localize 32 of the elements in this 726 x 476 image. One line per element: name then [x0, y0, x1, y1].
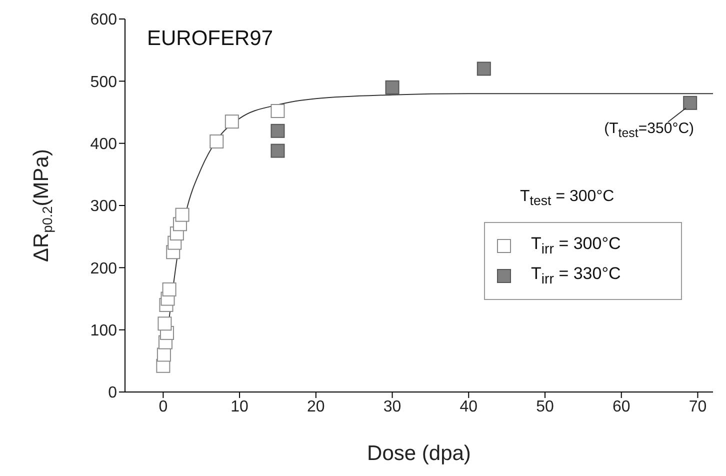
annotation: (T$_{test}$=350°C)	[604, 120, 694, 140]
x-tick-label: 70	[688, 398, 707, 416]
y-tick-label: 100	[90, 322, 118, 340]
legend-title: T$_{test}$ = 300°C	[520, 188, 616, 208]
point	[476, 62, 491, 76]
y-tick-label: 500	[90, 74, 118, 91]
point	[270, 144, 285, 158]
point	[385, 80, 400, 94]
x-tick-label: 50	[536, 398, 554, 416]
x-tick-label: 60	[612, 398, 630, 416]
annotation: EUROFER97	[147, 27, 274, 51]
x-tick-label: 0	[158, 398, 168, 416]
y-tick-label: 400	[90, 136, 118, 154]
point	[210, 134, 224, 148]
y-tick-label: 600	[90, 12, 118, 29]
y-tick-label: 0	[108, 384, 118, 402]
x-tick-label: 10	[230, 398, 249, 416]
x-tick-label: 40	[460, 398, 478, 416]
point	[162, 282, 176, 296]
x-tick-label: 20	[307, 398, 325, 416]
point	[175, 208, 190, 222]
x-tick-label: 30	[383, 398, 402, 416]
point	[224, 114, 239, 129]
point	[158, 316, 172, 331]
point	[270, 104, 285, 118]
y-tick-label: 300	[90, 198, 118, 216]
point	[270, 124, 285, 138]
legend-label: T$_{irr}$ = 330°C	[531, 264, 621, 288]
legend-label: T$_{irr}$ = 300°C	[531, 234, 621, 258]
point	[683, 96, 698, 110]
x-axis-title: Dose (dpa)	[367, 442, 471, 465]
y-tick-label: 200	[90, 260, 118, 278]
